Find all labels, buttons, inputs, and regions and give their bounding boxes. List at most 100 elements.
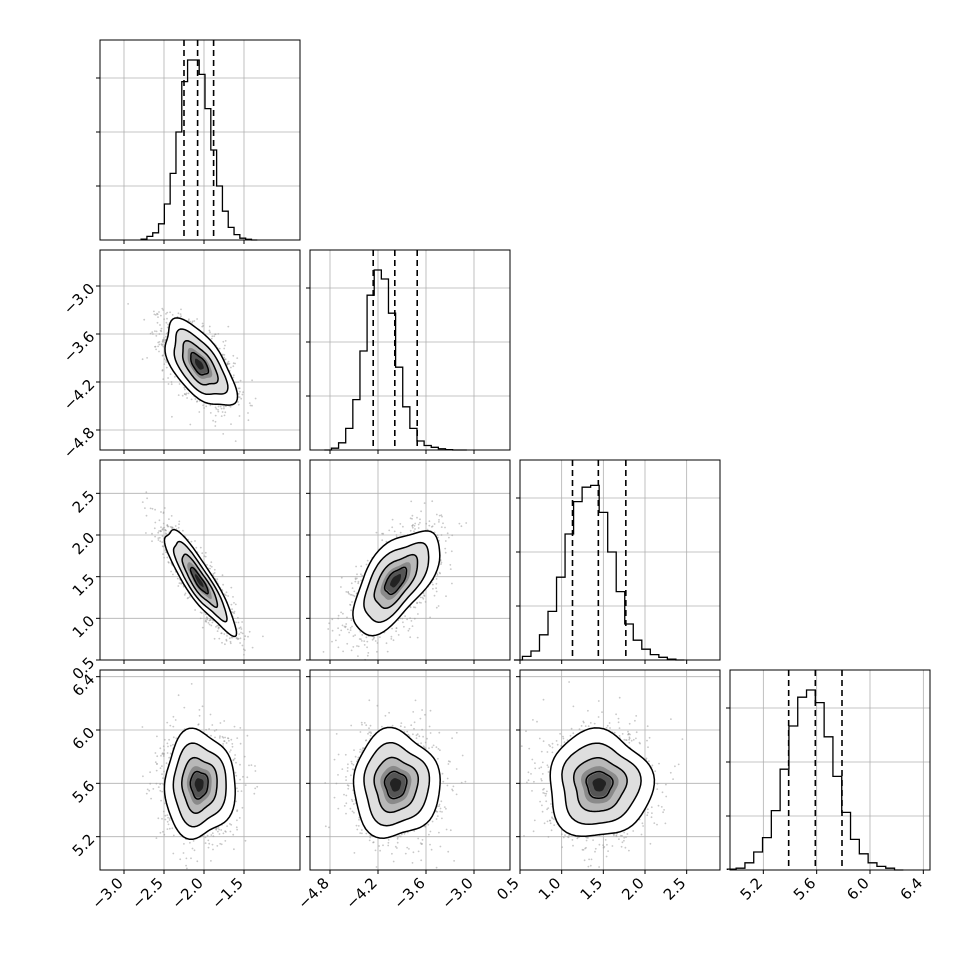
scatter-point <box>391 628 393 630</box>
scatter-point <box>232 596 234 598</box>
scatter-point <box>414 607 416 609</box>
scatter-point <box>218 627 220 629</box>
scatter-point <box>157 817 159 819</box>
scatter-point <box>351 582 353 584</box>
scatter-point <box>360 573 362 575</box>
scatter-point <box>345 623 347 625</box>
scatter-point <box>346 617 348 619</box>
scatter-point <box>154 509 156 511</box>
scatter-point <box>159 519 161 521</box>
scatter-point <box>436 607 438 609</box>
scatter-point <box>398 634 400 636</box>
scatter-point <box>161 529 163 531</box>
scatter-point <box>164 529 166 531</box>
scatter-point <box>216 625 218 627</box>
scatter-point <box>232 355 234 357</box>
scatter-point <box>230 406 232 408</box>
scatter-point <box>162 346 164 348</box>
scatter-point <box>411 620 413 622</box>
scatter-point <box>160 330 162 332</box>
scatter-point <box>444 548 446 550</box>
scatter-point <box>233 362 235 364</box>
scatter-point <box>406 619 408 621</box>
scatter-point <box>162 378 164 380</box>
scatter-point <box>233 612 235 614</box>
scatter-point <box>169 311 171 313</box>
scatter-point <box>145 491 147 493</box>
scatter-point <box>146 515 148 517</box>
scatter-point <box>377 642 379 644</box>
scatter-point <box>157 316 159 318</box>
scatter-point <box>232 365 234 367</box>
scatter-point <box>158 344 160 346</box>
scatter-point <box>224 354 226 356</box>
scatter-point <box>419 602 421 604</box>
scatter-point <box>328 622 330 624</box>
scatter-point <box>233 602 235 604</box>
scatter-point <box>251 379 253 381</box>
scatter-point <box>459 523 461 525</box>
scatter-point <box>225 595 227 597</box>
histogram-step <box>324 270 467 450</box>
scatter-point <box>236 637 238 639</box>
scatter-point <box>441 516 443 518</box>
scatter-point <box>436 578 438 580</box>
scatter-point <box>414 528 416 530</box>
scatter-point <box>209 620 211 622</box>
scatter-point <box>180 315 182 317</box>
scatter-point <box>402 526 404 528</box>
scatter-point <box>155 349 157 351</box>
scatter-point <box>239 387 241 389</box>
scatter-point <box>249 402 251 404</box>
y-tick-label: −4.8 <box>60 424 98 462</box>
scatter-point <box>445 540 447 542</box>
scatter-point <box>400 532 402 534</box>
scatter-point <box>441 526 443 528</box>
scatter-point <box>360 565 362 567</box>
scatter-point <box>157 537 159 539</box>
scatter-point <box>163 337 165 339</box>
scatter-point <box>183 387 185 389</box>
scatter-point <box>364 644 366 646</box>
scatter-point <box>372 639 374 641</box>
scatter-point <box>177 585 179 587</box>
scatter-point <box>188 393 190 395</box>
scatter-point <box>180 583 182 585</box>
scatter-point <box>392 519 394 521</box>
scatter-point <box>222 433 224 435</box>
scatter-point <box>234 611 236 613</box>
scatter-point <box>157 532 159 534</box>
scatter-point <box>414 523 416 525</box>
scatter-point <box>180 313 182 315</box>
scatter-point <box>223 408 225 410</box>
scatter-point <box>224 643 226 645</box>
scatter-point <box>157 342 159 344</box>
scatter-point <box>224 345 226 347</box>
scatter-point <box>150 333 152 335</box>
scatter-point <box>230 367 232 369</box>
scatter-point <box>217 411 219 413</box>
scatter-point <box>187 597 189 599</box>
scatter-point <box>238 638 240 640</box>
scatter-point <box>168 562 170 564</box>
scatter-point <box>208 622 210 624</box>
scatter-point <box>240 398 242 400</box>
scatter-point <box>217 333 219 335</box>
scatter-point <box>241 628 243 630</box>
scatter-point <box>225 340 227 342</box>
scatter-point <box>437 534 439 536</box>
scatter-point <box>339 634 341 636</box>
scatter-point <box>425 601 427 603</box>
scatter-point <box>350 627 352 629</box>
scatter-point <box>233 374 235 376</box>
scatter-point <box>352 646 354 648</box>
scatter-point <box>341 577 343 579</box>
scatter-point <box>425 523 427 525</box>
scatter-point <box>157 313 159 315</box>
scatter-point <box>412 625 414 627</box>
scatter-point <box>210 625 212 627</box>
scatter-point <box>357 655 359 657</box>
scatter-point <box>237 401 239 403</box>
scatter-point <box>238 404 240 406</box>
scatter-point <box>209 624 211 626</box>
